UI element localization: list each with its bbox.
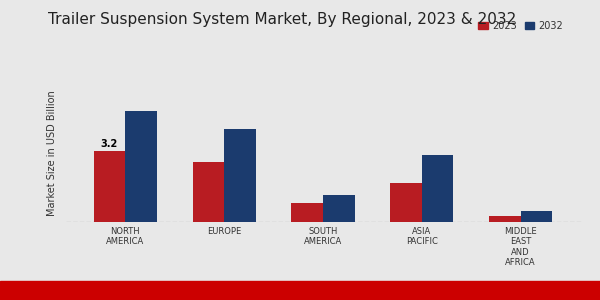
- Legend: 2023, 2032: 2023, 2032: [475, 17, 567, 35]
- Text: 3.2: 3.2: [100, 139, 117, 149]
- Bar: [94, 151, 125, 222]
- Text: Trailer Suspension System Market, By Regional, 2023 & 2032: Trailer Suspension System Market, By Reg…: [48, 12, 516, 27]
- Bar: [521, 211, 553, 222]
- Bar: [422, 155, 454, 222]
- Y-axis label: Market Size in USD Billion: Market Size in USD Billion: [47, 90, 57, 216]
- Bar: [292, 203, 323, 222]
- Bar: [224, 128, 256, 222]
- Bar: [125, 111, 157, 222]
- Bar: [390, 183, 422, 222]
- Bar: [489, 216, 521, 222]
- Bar: [323, 195, 355, 222]
- Bar: [193, 162, 224, 222]
